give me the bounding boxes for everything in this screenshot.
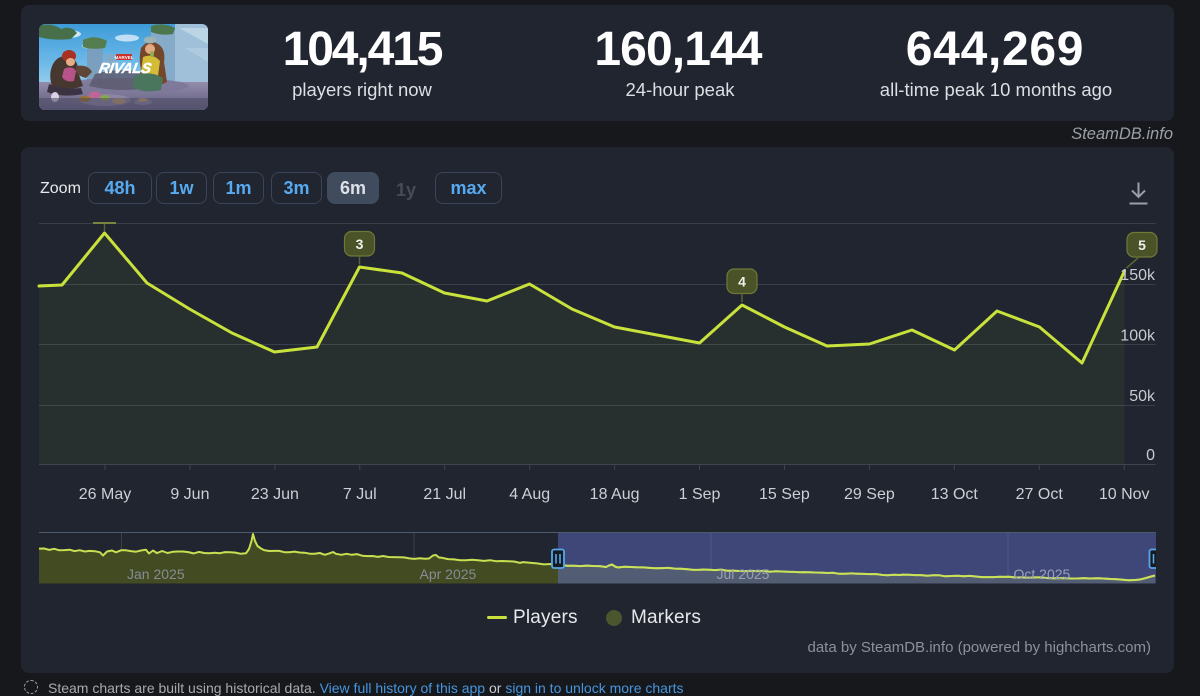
svg-text:18 Aug: 18 Aug: [590, 486, 640, 503]
svg-text:MARVEL: MARVEL: [115, 55, 134, 60]
svg-text:Jan 2025: Jan 2025: [127, 566, 185, 582]
svg-text:7 Jul: 7 Jul: [343, 486, 377, 503]
svg-text:0: 0: [1146, 447, 1155, 464]
svg-text:100k: 100k: [1120, 328, 1156, 345]
svg-text:4 Aug: 4 Aug: [509, 486, 550, 503]
svg-text:Oct 2025: Oct 2025: [1014, 566, 1071, 582]
svg-text:150k: 150k: [1120, 267, 1156, 284]
svg-text:27 Oct: 27 Oct: [1016, 486, 1064, 503]
svg-text:15 Sep: 15 Sep: [759, 486, 810, 503]
svg-text:29 Sep: 29 Sep: [844, 486, 895, 503]
svg-text:Jul 2025: Jul 2025: [717, 566, 770, 582]
svg-text:4: 4: [738, 274, 746, 290]
svg-text:10 Nov: 10 Nov: [1099, 486, 1150, 503]
svg-text:9 Jun: 9 Jun: [170, 486, 209, 503]
svg-text:Apr 2025: Apr 2025: [420, 566, 477, 582]
svg-text:5: 5: [1138, 237, 1146, 253]
svg-text:1 Sep: 1 Sep: [679, 486, 721, 503]
svg-text:21 Jul: 21 Jul: [423, 486, 466, 503]
svg-text:RIVALS: RIVALS: [98, 61, 153, 77]
svg-text:50k: 50k: [1129, 388, 1156, 405]
svg-text:23 Jun: 23 Jun: [251, 486, 299, 503]
svg-text:13 Oct: 13 Oct: [931, 486, 979, 503]
svg-text:3: 3: [356, 236, 364, 252]
svg-text:26 May: 26 May: [79, 486, 131, 503]
